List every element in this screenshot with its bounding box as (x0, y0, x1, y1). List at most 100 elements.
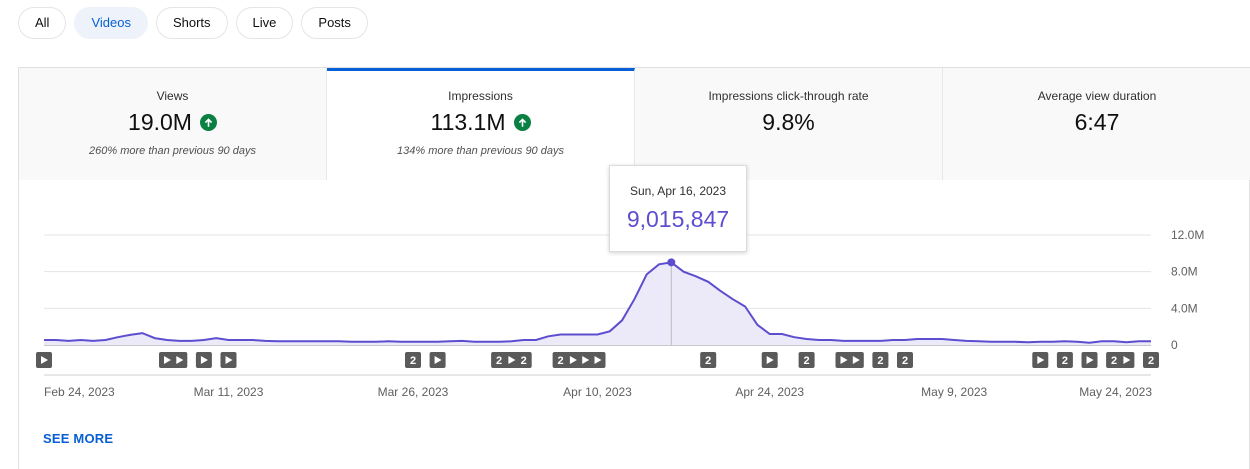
y-tick-label: 12.0M (1171, 228, 1204, 242)
video-marker[interactable] (1081, 352, 1098, 368)
metric-value: 19.0M (128, 109, 192, 135)
x-tick-label: Apr 10, 2023 (563, 385, 632, 399)
multi-video-marker[interactable]: 2 (552, 352, 569, 368)
multi-video-marker[interactable]: 2 (798, 352, 815, 368)
metric-value: 9.8% (762, 109, 815, 135)
metric-value-row: 9.8% (635, 109, 942, 136)
metric-value-row: 6:47 (943, 109, 1250, 136)
video-marker[interactable] (429, 352, 446, 368)
marker-count: 2 (1148, 355, 1154, 367)
video-marker[interactable] (1118, 352, 1135, 368)
chip-videos[interactable]: Videos (74, 7, 148, 39)
marker-box (552, 352, 569, 368)
chip-all[interactable]: All (18, 7, 67, 39)
marker-box (1056, 352, 1073, 368)
metric-value: 6:47 (1074, 109, 1120, 135)
chart-tooltip: Sun, Apr 16, 2023 9,015,847 (609, 165, 747, 252)
trend-up-icon (513, 114, 531, 131)
video-marker[interactable] (503, 352, 520, 368)
play-icon (164, 356, 171, 364)
play-icon (594, 356, 602, 364)
x-tick-label: Apr 24, 2023 (735, 385, 804, 399)
play-icon (1086, 356, 1094, 364)
metric-comparison: 260% more than previous 90 days (89, 145, 256, 157)
multi-video-marker[interactable]: 2 (1106, 352, 1123, 368)
marker-box (491, 352, 508, 368)
marker-count: 2 (877, 355, 883, 367)
metric-value-row: 19.0M (19, 109, 326, 136)
x-tick-label: Mar 11, 2023 (194, 385, 264, 399)
y-tick-label: 0 (1171, 338, 1178, 352)
video-marker[interactable] (1032, 352, 1049, 368)
marker-box (1106, 352, 1123, 368)
metric-value-row: 113.1M (327, 109, 634, 136)
marker-count: 2 (558, 355, 564, 367)
video-marker[interactable] (847, 352, 864, 368)
tooltip-value: 9,015,847 (626, 206, 730, 232)
multi-video-marker[interactable]: 2 (405, 352, 421, 368)
marker-count: 2 (496, 355, 502, 367)
metric-label: Views (156, 89, 189, 103)
metric-label: Impressions (448, 89, 513, 103)
video-marker[interactable] (761, 352, 778, 368)
video-marker[interactable] (36, 352, 52, 368)
video-marker[interactable] (577, 352, 594, 368)
metric-label: Impressions click-through rate (708, 89, 869, 103)
metric-tab-views[interactable]: Views 19.0M 260% more than previous 90 d… (19, 68, 327, 180)
multi-video-marker[interactable]: 2 (872, 352, 889, 368)
content-type-chips: All Videos Shorts Live Posts (18, 7, 368, 39)
analytics-panel: Views 19.0M 260% more than previous 90 d… (18, 67, 1250, 469)
marker-box (700, 352, 717, 368)
video-marker[interactable] (195, 352, 212, 368)
video-marker[interactable] (589, 352, 606, 368)
multi-video-marker[interactable]: 2 (1056, 352, 1073, 368)
multi-video-marker[interactable]: 2 (897, 352, 913, 368)
marker-box (405, 352, 421, 368)
video-marker[interactable] (159, 352, 175, 368)
video-marker[interactable] (835, 352, 852, 368)
multi-video-marker[interactable]: 2 (1143, 352, 1159, 368)
x-tick-label: May 9, 2023 (921, 385, 987, 399)
see-more-link[interactable]: SEE MORE (43, 431, 114, 446)
multi-video-marker[interactable]: 2 (491, 352, 508, 368)
metric-comparison: 134% more than previous 90 days (397, 145, 564, 157)
x-tick-label: May 24, 2023 (1079, 385, 1152, 399)
marker-count: 2 (1111, 355, 1117, 367)
marker-count: 2 (1062, 355, 1068, 367)
chip-posts[interactable]: Posts (301, 7, 368, 39)
marker-box (1143, 352, 1159, 368)
chip-live[interactable]: Live (235, 7, 294, 39)
video-marker[interactable] (564, 352, 581, 368)
play-icon (200, 356, 208, 364)
metric-tab-avg-duration[interactable]: Average view duration 6:47 (943, 68, 1250, 180)
video-marker[interactable] (220, 352, 237, 368)
highlight-point (667, 258, 676, 267)
play-icon (840, 356, 848, 364)
play-icon (1123, 356, 1131, 364)
marker-box (872, 352, 889, 368)
play-icon (508, 356, 516, 364)
multi-video-marker[interactable]: 2 (700, 352, 717, 368)
play-icon (582, 356, 590, 364)
metric-value: 113.1M (430, 109, 506, 135)
marker-count: 2 (705, 355, 711, 367)
marker-count: 2 (804, 355, 810, 367)
series-line (44, 261, 1151, 344)
marker-count: 2 (902, 355, 908, 367)
tooltip-date: Sun, Apr 16, 2023 (629, 184, 727, 198)
marker-box (515, 352, 532, 368)
impressions-chart[interactable]: 12.0M 8.0M 4.0M 0 2 2 2 2 2 2 2 2 2 2 2 Feb 24, 2023 Mar… (19, 180, 1249, 420)
y-tick-label: 8.0M (1171, 265, 1198, 279)
marker-box (897, 352, 913, 368)
metric-tab-impressions[interactable]: Impressions 113.1M 134% more than previo… (327, 68, 635, 180)
play-icon (852, 356, 860, 364)
play-icon (176, 356, 184, 364)
metric-label: Average view duration (1037, 89, 1157, 103)
multi-video-marker[interactable]: 2 (515, 352, 532, 368)
marker-count: 2 (521, 355, 527, 367)
area-fill (44, 262, 1151, 345)
video-marker[interactable] (171, 352, 188, 368)
chip-shorts[interactable]: Shorts (155, 7, 228, 39)
metric-tab-ctr[interactable]: Impressions click-through rate 9.8% (635, 68, 943, 180)
x-tick-label: Feb 24, 2023 (44, 385, 115, 399)
